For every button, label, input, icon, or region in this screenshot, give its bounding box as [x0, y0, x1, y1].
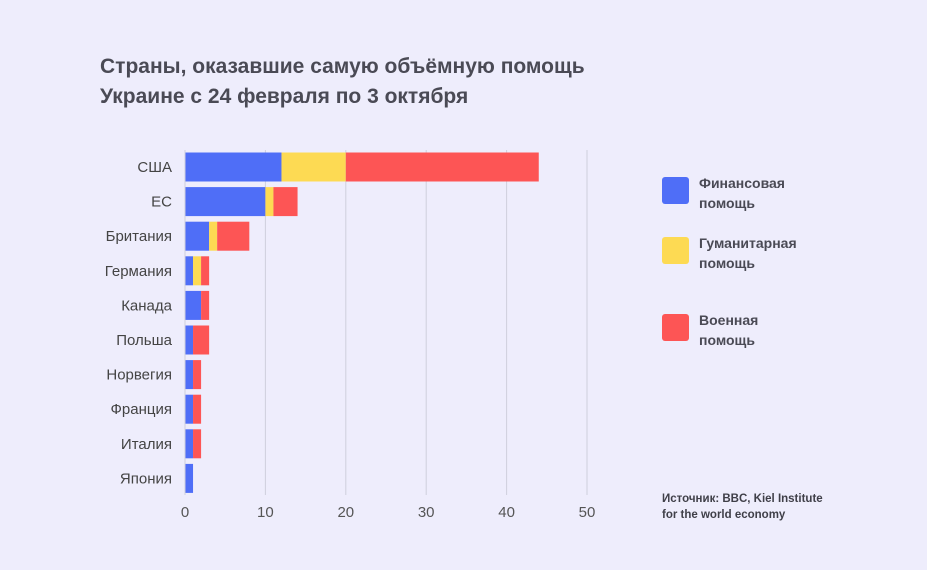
x-tick-label: 10	[257, 504, 274, 521]
bar-segment	[185, 429, 194, 459]
bar-segment	[209, 221, 218, 251]
y-category-label: Польша	[116, 332, 172, 349]
bar-segment	[345, 152, 539, 182]
y-category-label: ЕС	[151, 194, 172, 211]
chart-title: Страны, оказавшие самую объёмную помощь …	[100, 52, 585, 112]
y-category-label: Норвегия	[106, 367, 172, 384]
bar-segment	[185, 463, 194, 493]
bar-segment	[185, 290, 202, 320]
bar-segment	[217, 221, 250, 251]
bar-segment	[281, 152, 346, 182]
chart-title-line-2: Украине с 24 февраля по 3 октября	[100, 85, 469, 108]
chart-title-line-1: Страны, оказавшие самую объёмную помощь	[100, 55, 585, 78]
bar-segment	[193, 360, 202, 390]
legend-swatch	[662, 177, 689, 204]
bar-segment	[193, 325, 210, 355]
legend-label: Финансовая помощь	[699, 175, 785, 211]
x-tick-label: 20	[337, 504, 354, 521]
bar-segment	[185, 221, 210, 251]
y-category-label: Италия	[121, 436, 172, 453]
legend-item-financial: Финансовая помощь	[662, 175, 829, 213]
y-category-label: Канада	[121, 297, 172, 314]
legend-item-military: Военная помощь	[662, 312, 829, 350]
x-tick-label: 50	[579, 504, 596, 521]
bar-segment	[185, 394, 194, 424]
y-category-label: Британия	[106, 228, 172, 245]
bar-segment	[185, 325, 194, 355]
y-category-label: Япония	[120, 470, 172, 487]
legend-label: Гуманитарная помощь	[699, 235, 797, 271]
bar-segment	[201, 290, 210, 320]
bar-segment	[185, 152, 282, 182]
x-tick-label: 0	[181, 504, 189, 521]
bar-segment	[201, 256, 210, 286]
y-category-label: Франция	[111, 401, 172, 418]
bar-segment	[273, 187, 298, 217]
legend-item-humanitarian: Гуманитарная помощь	[662, 235, 829, 273]
bar-segment	[265, 187, 274, 217]
bar-segment	[185, 360, 194, 390]
bar-segment	[185, 256, 194, 286]
legend-swatch	[662, 237, 689, 264]
x-tick-label: 40	[498, 504, 515, 521]
bar-segment	[193, 256, 202, 286]
legend-swatch	[662, 314, 689, 341]
x-tick-label: 30	[418, 504, 435, 521]
source-note: Источник: BBC, Kiel Institute for the wo…	[662, 493, 823, 521]
bar-segment	[193, 394, 202, 424]
y-category-label: Германия	[105, 263, 172, 280]
y-category-label: США	[137, 159, 172, 176]
legend-label: Военная помощь	[699, 312, 759, 348]
bar-segment	[193, 429, 202, 459]
bar-segment	[185, 187, 266, 217]
